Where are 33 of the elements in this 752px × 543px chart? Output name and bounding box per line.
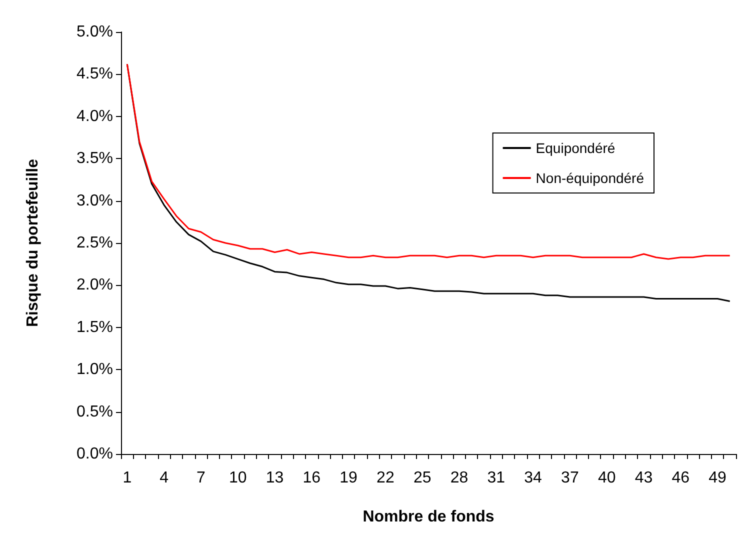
x-tick-label: 37 [561, 470, 579, 486]
y-tick-label: 1.5% [76, 318, 113, 336]
x-tick-label: 22 [376, 470, 394, 486]
x-tick-label: 25 [413, 470, 432, 486]
x-tick-label: 49 [708, 470, 727, 486]
x-tick-label: 7 [196, 470, 206, 486]
y-tick-label: 5.0% [76, 24, 113, 40]
x-tick-label: 31 [487, 470, 506, 486]
y-axis-title: Risque du portefeuille [24, 158, 42, 328]
y-tick-label: 0.0% [76, 446, 113, 462]
x-tick-label: 16 [302, 470, 321, 486]
y-tick-label: 4.0% [76, 108, 113, 125]
y-tick-label: 1.0% [76, 361, 113, 378]
y-tick-label: 2.0% [76, 276, 113, 294]
y-tick-label: 3.5% [76, 150, 113, 168]
x-tick-label: 34 [524, 470, 542, 486]
x-tick-label: 10 [228, 470, 247, 486]
x-tick-label: 40 [598, 470, 616, 486]
legend-label: Non-équipondéré [536, 170, 644, 186]
x-tick-label: 4 [160, 470, 169, 486]
legend-label: Equipondéré [536, 140, 616, 156]
y-tick-label: 2.5% [76, 234, 113, 252]
x-tick-label: 46 [672, 470, 690, 486]
x-tick-label: 13 [266, 470, 284, 486]
x-tick-label: 28 [450, 470, 468, 486]
line-series [126, 63, 731, 260]
x-tick-label: 1 [122, 470, 132, 486]
y-tick-label: 0.5% [76, 403, 113, 420]
x-tick-label: 43 [634, 470, 653, 486]
x-tick-label: 19 [340, 470, 358, 486]
y-tick-label: 3.0% [76, 192, 113, 210]
y-tick-label: 4.5% [76, 66, 113, 83]
x-axis-title: Nombre de fonds [362, 508, 494, 526]
